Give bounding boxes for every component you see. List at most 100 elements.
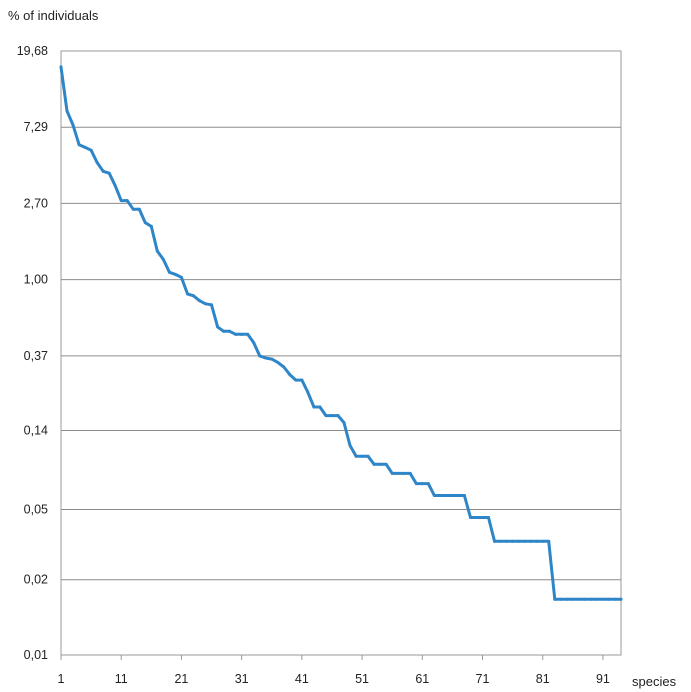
data-point	[161, 257, 165, 261]
x-tick-label: 81	[536, 672, 550, 686]
data-point	[595, 597, 599, 601]
x-tick-label: 11	[115, 672, 128, 686]
data-point	[288, 373, 292, 377]
data-point	[390, 471, 394, 475]
data-point	[119, 199, 123, 203]
data-point	[396, 471, 400, 475]
data-point	[264, 356, 268, 360]
data-point	[149, 224, 153, 228]
data-point	[270, 357, 274, 361]
data-point	[342, 421, 346, 425]
data-point	[601, 597, 605, 601]
y-tick-label: 0,14	[24, 423, 48, 437]
data-point	[535, 539, 539, 543]
y-tick-label: 0,05	[24, 502, 48, 516]
data-point	[613, 597, 617, 601]
data-point	[276, 360, 280, 364]
data-point	[330, 414, 334, 418]
x-tick-label: 21	[174, 672, 188, 686]
data-point	[372, 462, 376, 466]
data-point	[155, 249, 159, 253]
data-point	[204, 302, 208, 306]
data-point	[547, 539, 551, 543]
data-point	[360, 454, 364, 458]
data-point	[402, 471, 406, 475]
data-point	[619, 597, 623, 601]
data-point	[517, 539, 521, 543]
data-point	[210, 303, 214, 307]
y-tick-label: 1,00	[24, 273, 48, 287]
x-tick-label: 91	[596, 672, 610, 686]
x-tick-label: 61	[415, 672, 429, 686]
data-point	[553, 597, 557, 601]
data-point	[499, 539, 503, 543]
data-point	[348, 444, 352, 448]
data-point	[89, 148, 93, 152]
data-point	[384, 462, 388, 466]
x-tick-labels: 1 11 21 31 41 51 61 71 81 91	[58, 655, 610, 686]
data-point	[565, 597, 569, 601]
data-point	[426, 482, 430, 486]
data-point	[222, 329, 226, 333]
series-line	[59, 65, 623, 601]
data-point	[462, 493, 466, 497]
y-tick-label: 0,37	[24, 349, 48, 363]
data-point	[131, 207, 135, 211]
data-point	[300, 378, 304, 382]
plot-area	[60, 50, 622, 656]
data-point	[438, 493, 442, 497]
data-point	[354, 454, 358, 458]
y-tick-label: 2,70	[24, 196, 48, 210]
data-point	[511, 539, 515, 543]
data-point	[59, 65, 63, 69]
data-point	[65, 109, 69, 113]
y-axis-label: % of individuals	[8, 8, 99, 23]
data-point	[487, 516, 491, 520]
data-point	[173, 272, 177, 276]
data-point	[577, 597, 581, 601]
data-point	[282, 365, 286, 369]
x-tick-label: 71	[476, 672, 490, 686]
data-point	[137, 207, 141, 211]
data-point	[444, 493, 448, 497]
data-point	[505, 539, 509, 543]
data-point	[571, 597, 575, 601]
data-point	[228, 329, 232, 333]
data-point	[143, 221, 147, 225]
data-point	[246, 332, 250, 336]
data-point	[294, 378, 298, 382]
data-point	[541, 539, 545, 543]
data-point	[312, 405, 316, 409]
data-point	[252, 341, 256, 345]
data-point	[523, 539, 527, 543]
data-point	[432, 493, 436, 497]
data-point	[185, 292, 189, 296]
data-point	[101, 169, 105, 173]
data-point	[71, 123, 75, 127]
y-tick-labels: 19,68 7,29 2,70 1,00 0,37 0,14 0,05 0,02 0,01	[17, 44, 48, 662]
data-point	[493, 539, 497, 543]
y-tick-label: 19,68	[17, 44, 48, 58]
data-point	[583, 597, 587, 601]
data-point	[420, 482, 424, 486]
y-tick-label: 0,01	[24, 648, 48, 662]
y-tick-label: 0,02	[24, 573, 48, 587]
data-point	[366, 454, 370, 458]
data-point	[450, 493, 454, 497]
gridlines	[61, 50, 621, 656]
data-point	[234, 332, 238, 336]
data-point	[258, 354, 262, 358]
data-point	[95, 161, 99, 165]
data-point	[179, 275, 183, 279]
data-point	[125, 199, 129, 203]
data-point	[107, 171, 111, 175]
data-point	[113, 184, 117, 188]
data-point	[167, 270, 171, 274]
data-point	[83, 145, 87, 149]
data-point	[559, 597, 563, 601]
data-point	[318, 405, 322, 409]
data-point	[607, 597, 611, 601]
data-point	[197, 299, 201, 303]
data-point	[481, 516, 485, 520]
data-point	[324, 414, 328, 418]
